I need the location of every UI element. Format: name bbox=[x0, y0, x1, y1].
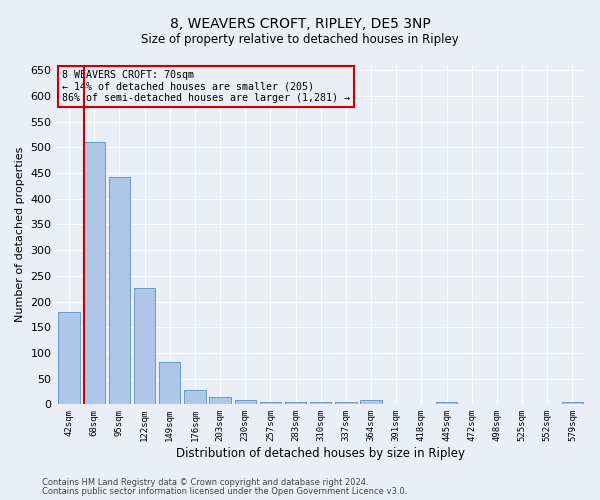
Bar bbox=[260, 402, 281, 404]
Bar bbox=[436, 402, 457, 404]
Y-axis label: Number of detached properties: Number of detached properties bbox=[15, 147, 25, 322]
Bar bbox=[134, 288, 155, 405]
X-axis label: Distribution of detached houses by size in Ripley: Distribution of detached houses by size … bbox=[176, 447, 465, 460]
Bar bbox=[83, 142, 105, 405]
Bar bbox=[562, 402, 583, 404]
Text: 8 WEAVERS CROFT: 70sqm
← 14% of detached houses are smaller (205)
86% of semi-de: 8 WEAVERS CROFT: 70sqm ← 14% of detached… bbox=[62, 70, 350, 103]
Text: Contains public sector information licensed under the Open Government Licence v3: Contains public sector information licen… bbox=[42, 487, 407, 496]
Bar bbox=[209, 396, 231, 404]
Bar bbox=[159, 362, 181, 405]
Bar bbox=[310, 402, 331, 404]
Text: 8, WEAVERS CROFT, RIPLEY, DE5 3NP: 8, WEAVERS CROFT, RIPLEY, DE5 3NP bbox=[170, 18, 430, 32]
Text: Size of property relative to detached houses in Ripley: Size of property relative to detached ho… bbox=[141, 32, 459, 46]
Bar bbox=[361, 400, 382, 404]
Bar bbox=[109, 177, 130, 404]
Bar bbox=[235, 400, 256, 404]
Bar bbox=[58, 312, 80, 404]
Bar bbox=[184, 390, 206, 404]
Bar bbox=[285, 402, 307, 404]
Bar bbox=[335, 402, 356, 404]
Text: Contains HM Land Registry data © Crown copyright and database right 2024.: Contains HM Land Registry data © Crown c… bbox=[42, 478, 368, 487]
